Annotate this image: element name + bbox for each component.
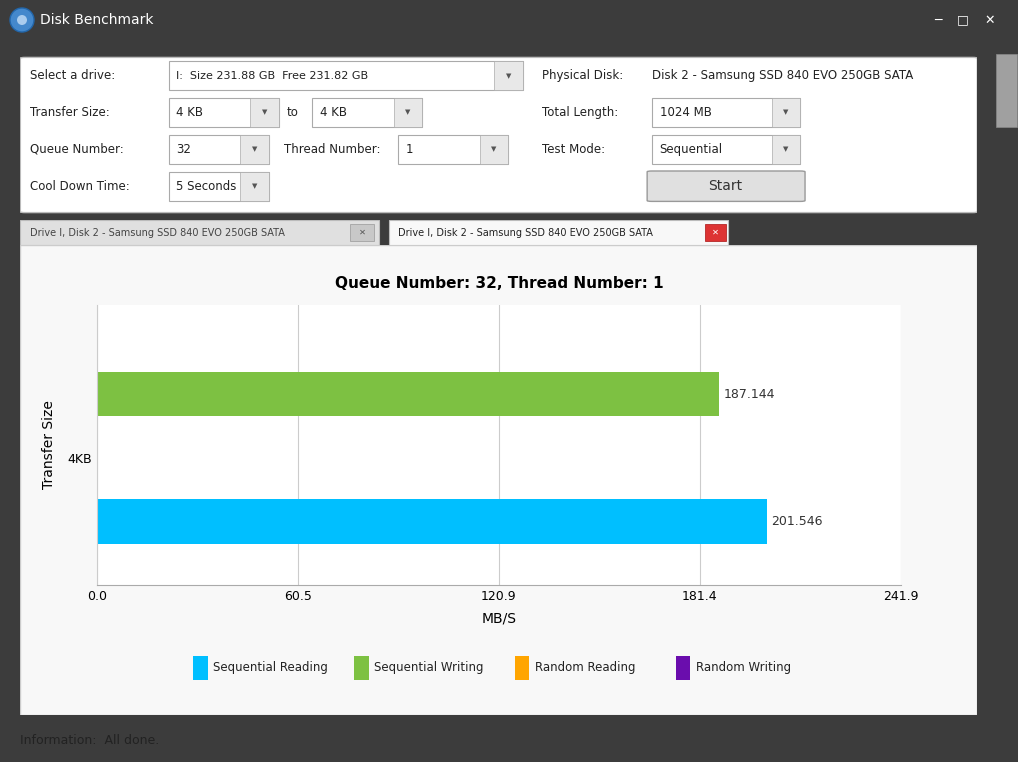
Bar <box>996 54 1017 126</box>
Text: □: □ <box>957 14 969 27</box>
Bar <box>394 98 422 127</box>
Bar <box>169 98 279 127</box>
Text: Test Mode:: Test Mode: <box>542 143 605 156</box>
Text: ▼: ▼ <box>492 146 497 152</box>
Bar <box>704 224 726 242</box>
Title: Queue Number: 32, Thread Number: 1: Queue Number: 32, Thread Number: 1 <box>335 277 663 291</box>
Bar <box>97 499 767 543</box>
X-axis label: MB/S: MB/S <box>482 611 516 625</box>
Y-axis label: Transfer Size: Transfer Size <box>43 401 56 489</box>
Text: Start: Start <box>709 179 743 194</box>
Text: 32: 32 <box>176 143 191 156</box>
Bar <box>479 135 508 164</box>
Text: ✕: ✕ <box>984 14 996 27</box>
Text: ▼: ▼ <box>262 110 267 116</box>
Bar <box>169 62 523 90</box>
Text: Information:  All done.: Information: All done. <box>20 734 159 747</box>
Text: 1024 MB: 1024 MB <box>660 106 712 119</box>
Text: ✕: ✕ <box>358 228 365 236</box>
Bar <box>169 135 269 164</box>
Text: Random Reading: Random Reading <box>535 661 635 674</box>
Bar <box>354 656 369 680</box>
Text: Sequential Writing: Sequential Writing <box>375 661 484 674</box>
Circle shape <box>17 15 27 25</box>
Text: ▼: ▼ <box>783 110 789 116</box>
Text: 1: 1 <box>406 143 413 156</box>
Bar <box>240 171 269 200</box>
Bar <box>240 135 269 164</box>
Text: ▼: ▼ <box>506 73 511 78</box>
Bar <box>494 62 523 90</box>
Text: I:  Size 231.88 GB  Free 231.82 GB: I: Size 231.88 GB Free 231.82 GB <box>176 71 369 81</box>
Text: Random Writing: Random Writing <box>695 661 791 674</box>
Text: Drive I, Disk 2 - Samsung SSD 840 EVO 250GB SATA: Drive I, Disk 2 - Samsung SSD 840 EVO 25… <box>398 228 654 238</box>
Bar <box>389 220 729 245</box>
Text: Transfer Size:: Transfer Size: <box>30 106 110 119</box>
Bar <box>350 224 375 242</box>
Text: Cool Down Time:: Cool Down Time: <box>30 180 129 193</box>
Text: ▼: ▼ <box>783 146 789 152</box>
Text: 4 KB: 4 KB <box>320 106 347 119</box>
Text: Drive I, Disk 2 - Samsung SSD 840 EVO 250GB SATA: Drive I, Disk 2 - Samsung SSD 840 EVO 25… <box>30 228 285 238</box>
FancyBboxPatch shape <box>20 57 977 213</box>
Text: ─: ─ <box>935 14 942 27</box>
Circle shape <box>10 8 34 32</box>
Bar <box>250 98 279 127</box>
Bar <box>313 98 422 127</box>
Text: Queue Number:: Queue Number: <box>30 143 123 156</box>
Text: Select a drive:: Select a drive: <box>30 69 115 82</box>
Text: 201.546: 201.546 <box>772 515 824 528</box>
Text: Sequential Reading: Sequential Reading <box>214 661 329 674</box>
Bar <box>169 171 269 200</box>
Text: ✕: ✕ <box>712 228 719 236</box>
Bar <box>193 656 208 680</box>
Text: ▼: ▼ <box>252 183 258 189</box>
Text: ▼: ▼ <box>405 110 410 116</box>
Bar <box>515 656 529 680</box>
Text: Disk 2 - Samsung SSD 840 EVO 250GB SATA: Disk 2 - Samsung SSD 840 EVO 250GB SATA <box>652 69 913 82</box>
Text: ▼: ▼ <box>252 146 258 152</box>
Text: Physical Disk:: Physical Disk: <box>542 69 623 82</box>
Text: Total Length:: Total Length: <box>542 106 618 119</box>
Text: to: to <box>286 106 298 119</box>
Bar <box>398 135 508 164</box>
Text: 5 Seconds: 5 Seconds <box>176 180 237 193</box>
Text: 187.144: 187.144 <box>724 388 776 401</box>
Bar <box>676 656 690 680</box>
Text: 4 KB: 4 KB <box>176 106 204 119</box>
FancyBboxPatch shape <box>647 171 805 201</box>
Text: Thread Number:: Thread Number: <box>283 143 380 156</box>
Bar <box>652 135 800 164</box>
Text: Disk Benchmark: Disk Benchmark <box>40 13 154 27</box>
Bar <box>772 98 800 127</box>
Bar <box>97 372 719 416</box>
Bar <box>652 98 800 127</box>
Bar <box>772 135 800 164</box>
Bar <box>20 220 379 245</box>
Text: Sequential: Sequential <box>660 143 723 156</box>
